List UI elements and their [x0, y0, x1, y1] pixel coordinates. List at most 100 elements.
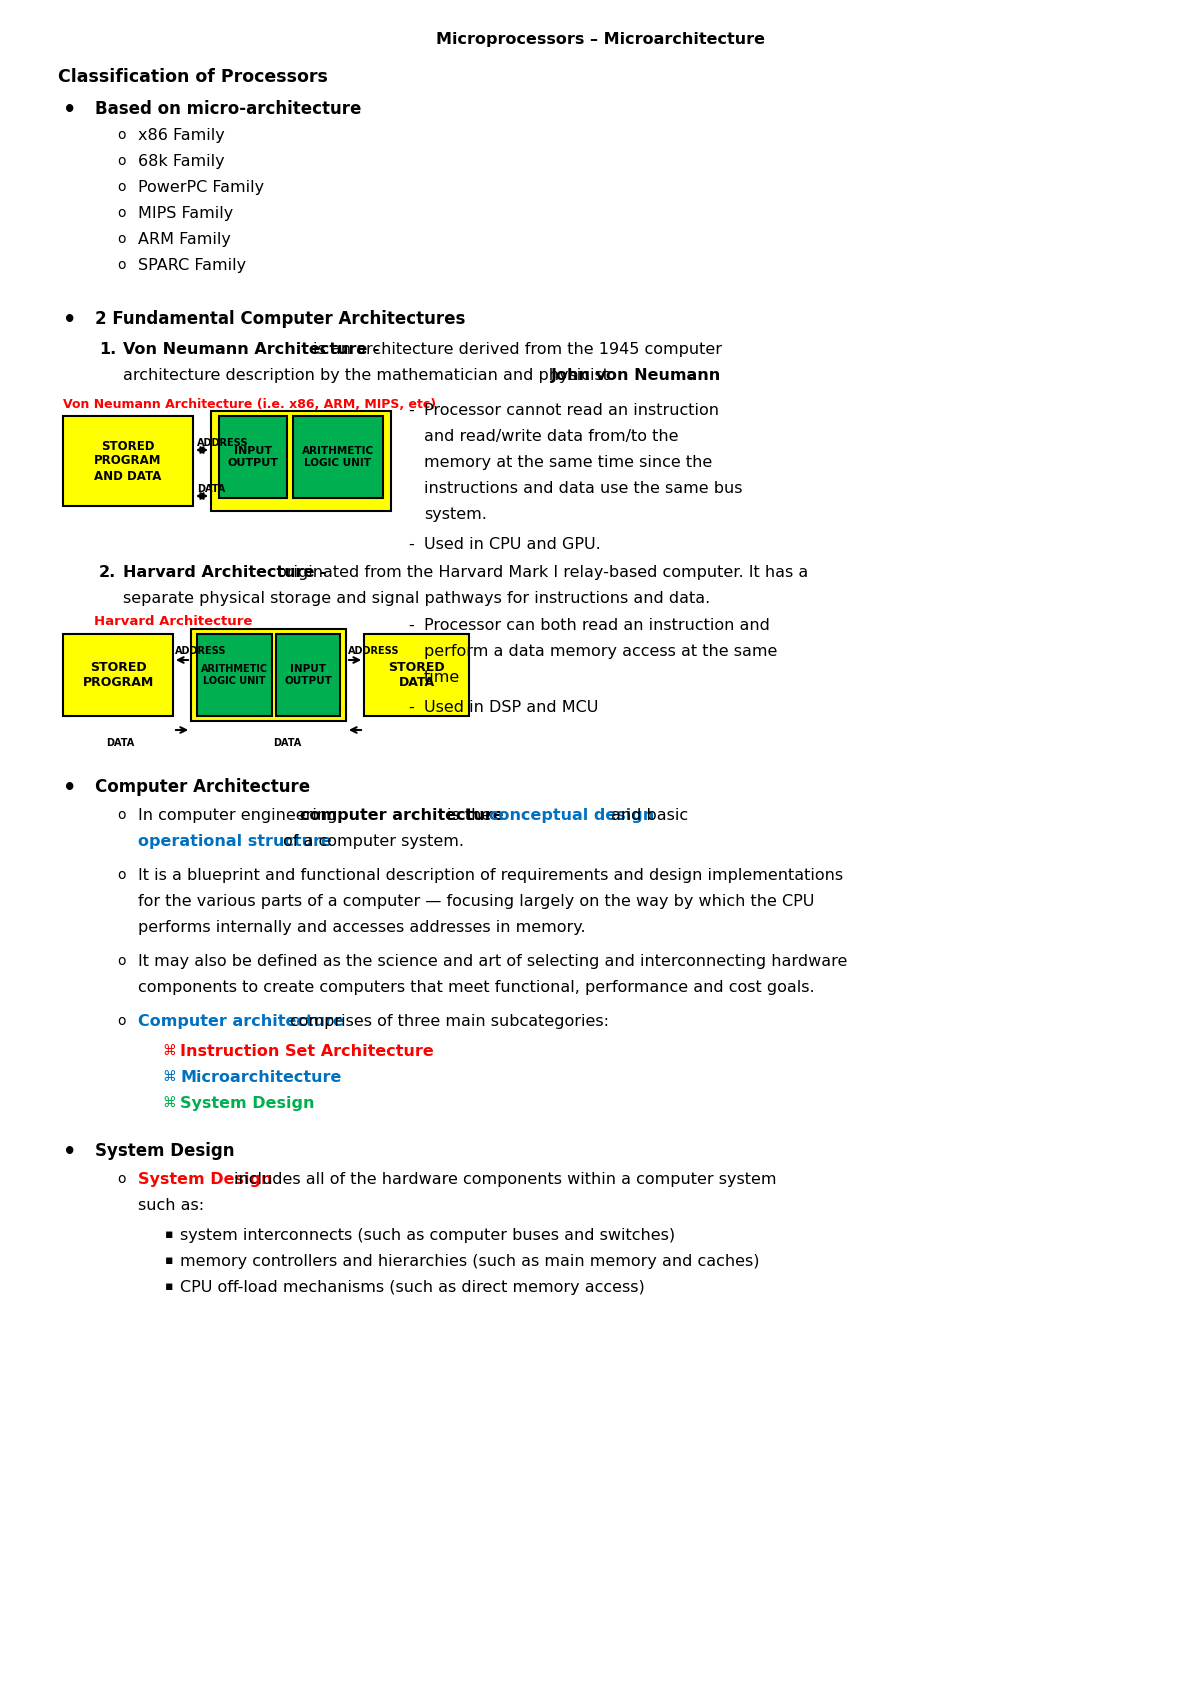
Text: memory controllers and hierarchies (such as main memory and caches): memory controllers and hierarchies (such… [180, 1254, 760, 1270]
Text: o: o [118, 868, 126, 881]
Text: separate physical storage and signal pathways for instructions and data.: separate physical storage and signal pat… [124, 592, 710, 607]
Text: 2 Fundamental Computer Architectures: 2 Fundamental Computer Architectures [95, 310, 466, 329]
Text: DATA: DATA [197, 485, 226, 493]
Text: o: o [118, 207, 126, 220]
Text: .: . [686, 368, 694, 383]
Text: •: • [64, 1142, 77, 1163]
Text: computer architecture: computer architecture [300, 809, 504, 824]
Text: o: o [118, 809, 126, 822]
Text: ADDRESS: ADDRESS [175, 646, 227, 656]
Text: System Design: System Design [95, 1142, 234, 1159]
Text: CPU off-load mechanisms (such as direct memory access): CPU off-load mechanisms (such as direct … [180, 1280, 644, 1295]
Text: operational structure: operational structure [138, 834, 332, 849]
FancyBboxPatch shape [220, 415, 287, 498]
Text: Computer Architecture: Computer Architecture [95, 778, 310, 797]
Text: Processor can both read an instruction and: Processor can both read an instruction a… [424, 619, 770, 632]
Text: It may also be defined as the science and art of selecting and interconnecting h: It may also be defined as the science an… [138, 954, 847, 970]
Text: o: o [118, 954, 126, 968]
Text: includes all of the hardware components within a computer system: includes all of the hardware components … [234, 1171, 776, 1186]
Text: It is a blueprint and functional description of requirements and design implemen: It is a blueprint and functional descrip… [138, 868, 844, 883]
Text: -: - [408, 403, 414, 419]
Text: and read/write data from/to the: and read/write data from/to the [424, 429, 678, 444]
Text: DATA: DATA [106, 737, 134, 747]
Text: is an architecture derived from the 1945 computer: is an architecture derived from the 1945… [313, 342, 722, 358]
Text: Computer architecture: Computer architecture [138, 1014, 344, 1029]
Text: STORED
DATA: STORED DATA [388, 661, 445, 688]
Text: such as:: such as: [138, 1198, 204, 1214]
Text: o: o [118, 180, 126, 193]
Text: system.: system. [424, 507, 487, 522]
Text: In computer engineering,: In computer engineering, [138, 809, 342, 824]
Text: and basic: and basic [611, 809, 688, 824]
Text: system interconnects (such as computer buses and switches): system interconnects (such as computer b… [180, 1227, 676, 1242]
Text: architecture description by the mathematician and physicist: architecture description by the mathemat… [124, 368, 610, 383]
Text: Classification of Processors: Classification of Processors [58, 68, 328, 86]
Text: ⌘: ⌘ [162, 1044, 176, 1058]
Text: •: • [64, 310, 77, 331]
Text: STORED
PROGRAM
AND DATA: STORED PROGRAM AND DATA [95, 439, 162, 483]
FancyBboxPatch shape [64, 415, 193, 507]
Text: INPUT
OUTPUT: INPUT OUTPUT [228, 446, 278, 468]
Text: STORED
PROGRAM: STORED PROGRAM [83, 661, 154, 688]
FancyBboxPatch shape [197, 634, 272, 715]
Text: 68k Family: 68k Family [138, 154, 224, 170]
Text: performs internally and accesses addresses in memory.: performs internally and accesses address… [138, 920, 586, 936]
Text: Microarchitecture: Microarchitecture [180, 1070, 341, 1085]
Text: ⌘: ⌘ [162, 1070, 176, 1085]
Text: Von Neumann Architecture -: Von Neumann Architecture - [124, 342, 379, 358]
Text: ▪: ▪ [166, 1227, 174, 1241]
Text: time: time [424, 670, 461, 685]
Text: -: - [408, 700, 414, 715]
Text: perform a data memory access at the same: perform a data memory access at the same [424, 644, 778, 659]
Text: for the various parts of a computer — focusing largely on the way by which the C: for the various parts of a computer — fo… [138, 893, 815, 909]
Text: Instruction Set Architecture: Instruction Set Architecture [180, 1044, 433, 1059]
Text: is the: is the [446, 809, 491, 824]
FancyBboxPatch shape [364, 634, 469, 715]
Text: Harvard Architecture -: Harvard Architecture - [124, 564, 326, 580]
Text: Harvard Architecture: Harvard Architecture [94, 615, 252, 629]
Text: INPUT
OUTPUT: INPUT OUTPUT [284, 664, 332, 686]
Text: System Design: System Design [138, 1171, 272, 1186]
Text: ▪: ▪ [166, 1254, 174, 1266]
Text: 1.: 1. [98, 342, 116, 358]
Text: MIPS Family: MIPS Family [138, 207, 233, 220]
Text: o: o [118, 1014, 126, 1027]
Text: x86 Family: x86 Family [138, 129, 224, 142]
Text: -: - [408, 619, 414, 632]
Text: instructions and data use the same bus: instructions and data use the same bus [424, 481, 743, 497]
Text: comprises of three main subcategories:: comprises of three main subcategories: [290, 1014, 610, 1029]
Text: Used in DSP and MCU: Used in DSP and MCU [424, 700, 599, 715]
Text: Used in CPU and GPU.: Used in CPU and GPU. [424, 537, 601, 553]
Text: Microprocessors – Microarchitecture: Microprocessors – Microarchitecture [436, 32, 764, 47]
Text: ARM Family: ARM Family [138, 232, 230, 247]
Text: 2.: 2. [98, 564, 116, 580]
Text: ARITHMETIC
LOGIC UNIT: ARITHMETIC LOGIC UNIT [200, 664, 268, 686]
Text: SPARC Family: SPARC Family [138, 258, 246, 273]
Text: o: o [118, 258, 126, 271]
Text: -: - [408, 537, 414, 553]
Text: •: • [64, 100, 77, 120]
FancyBboxPatch shape [211, 410, 391, 510]
FancyBboxPatch shape [276, 634, 340, 715]
Text: o: o [118, 1171, 126, 1186]
Text: John von Neumann: John von Neumann [551, 368, 721, 383]
Text: ADDRESS: ADDRESS [197, 437, 248, 447]
Text: o: o [118, 232, 126, 246]
Text: originated from the Harvard Mark I relay-based computer. It has a: originated from the Harvard Mark I relay… [277, 564, 809, 580]
Text: of a computer system.: of a computer system. [283, 834, 464, 849]
Text: components to create computers that meet functional, performance and cost goals.: components to create computers that meet… [138, 980, 815, 995]
Text: PowerPC Family: PowerPC Family [138, 180, 264, 195]
Text: System Design: System Design [180, 1097, 314, 1110]
Text: o: o [118, 154, 126, 168]
Text: •: • [64, 778, 77, 798]
Text: o: o [118, 129, 126, 142]
Text: Von Neumann Architecture (i.e. x86, ARM, MIPS, etc): Von Neumann Architecture (i.e. x86, ARM,… [64, 398, 436, 410]
Text: ▪: ▪ [166, 1280, 174, 1293]
Text: Processor cannot read an instruction: Processor cannot read an instruction [424, 403, 719, 419]
Text: ARITHMETIC
LOGIC UNIT: ARITHMETIC LOGIC UNIT [302, 446, 374, 468]
Text: ⌘: ⌘ [162, 1097, 176, 1110]
FancyBboxPatch shape [64, 634, 173, 715]
Text: Based on micro-architecture: Based on micro-architecture [95, 100, 361, 119]
FancyBboxPatch shape [191, 629, 346, 720]
Text: ADDRESS: ADDRESS [348, 646, 400, 656]
